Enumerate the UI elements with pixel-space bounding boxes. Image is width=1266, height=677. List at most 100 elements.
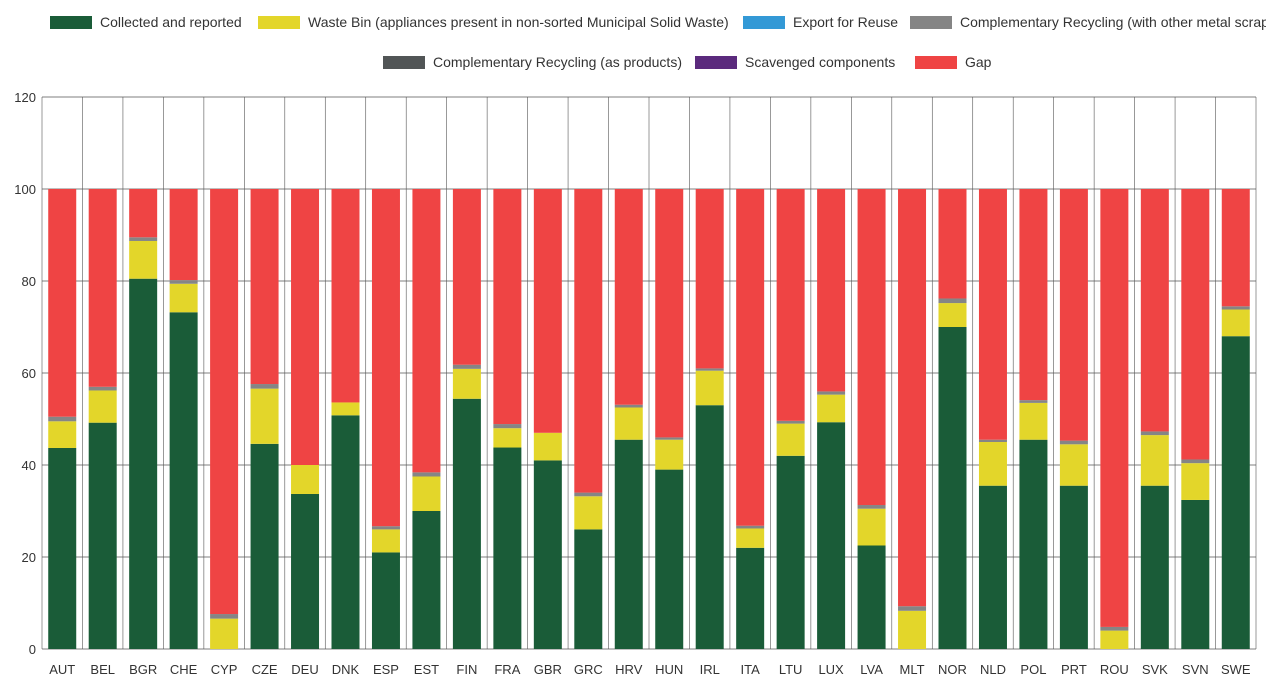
y-tick-label: 0	[29, 642, 36, 657]
bar-segment	[493, 428, 522, 448]
bar-segment	[938, 303, 967, 327]
bar-segment	[574, 189, 603, 493]
legend-label: Export for Reuse	[793, 14, 899, 30]
bar-segment	[1140, 485, 1169, 649]
bar-segment	[129, 240, 158, 279]
bar-segment	[1100, 626, 1129, 631]
legend-item: Complementary Recycling (with other meta…	[910, 14, 1266, 30]
bar-segment	[331, 189, 360, 403]
legend-label: Complementary Recycling (with other meta…	[960, 14, 1266, 30]
x-tick-label: LVA	[860, 662, 883, 677]
x-tick-label: IRL	[700, 662, 720, 677]
bar-segment	[695, 368, 724, 371]
bar-segment	[1100, 630, 1129, 649]
x-tick-label: SVK	[1142, 662, 1168, 677]
bar-segment	[938, 298, 967, 304]
x-tick-label: NOR	[938, 662, 967, 677]
y-tick-label: 100	[14, 182, 36, 197]
y-tick-label: 20	[22, 550, 36, 565]
x-tick-label: ITA	[741, 662, 761, 677]
legend-label: Complementary Recycling (as products)	[433, 54, 682, 70]
x-tick-label: NLD	[980, 662, 1006, 677]
bar-segment	[1140, 431, 1169, 436]
bar-segment	[452, 398, 481, 649]
y-tick-label: 40	[22, 458, 36, 473]
bar-segment	[371, 526, 400, 530]
bar-segment	[614, 189, 643, 405]
bar-segment	[412, 472, 441, 477]
bar-segment	[614, 404, 643, 408]
x-tick-label: CYP	[211, 662, 238, 677]
bar-segment	[1019, 402, 1048, 440]
x-tick-label: FRA	[494, 662, 520, 677]
bar-segment	[250, 388, 279, 444]
bar-segment	[1100, 189, 1129, 627]
bar-segment	[978, 439, 1007, 442]
bar-segment	[1019, 189, 1048, 401]
bar-segment	[1059, 189, 1088, 441]
bar-segment	[736, 547, 765, 649]
bar-segment	[817, 391, 846, 395]
legend-item: Gap	[915, 54, 991, 70]
x-tick-label: GRC	[574, 662, 603, 677]
legend-swatch	[910, 15, 952, 29]
bar-segment	[857, 508, 886, 546]
bar-segment	[614, 439, 643, 649]
bar-segment	[371, 189, 400, 527]
y-tick-label: 120	[14, 90, 36, 105]
legend-label: Scavenged components	[745, 54, 896, 70]
bar-segment	[371, 552, 400, 649]
legend-item: Scavenged components	[695, 54, 895, 70]
bar-segment	[210, 614, 239, 619]
bar-segment	[938, 327, 967, 649]
bar-segment	[169, 312, 198, 649]
bar-segment	[412, 511, 441, 649]
bar-segment	[291, 189, 320, 465]
x-tick-label: HUN	[655, 662, 683, 677]
bar-segment	[857, 545, 886, 649]
bar-segment	[48, 421, 77, 448]
bar-segment	[655, 437, 684, 440]
bar-segment	[817, 394, 846, 423]
bar-segment	[1059, 440, 1088, 445]
bar-segment	[1221, 189, 1250, 307]
bar-segment	[250, 443, 279, 649]
bar-segment	[736, 525, 765, 529]
bar-segment	[412, 476, 441, 511]
x-tick-label: HRV	[615, 662, 643, 677]
legend-swatch	[258, 15, 300, 29]
bar-segment	[776, 420, 805, 424]
x-tick-label: BGR	[129, 662, 157, 677]
legend-swatch	[383, 55, 425, 69]
bar-segment	[250, 189, 279, 385]
x-tick-label: POL	[1020, 662, 1046, 677]
bar-segment	[1181, 459, 1210, 464]
legend-item: Collected and reported	[50, 14, 242, 30]
bar-segment	[857, 189, 886, 506]
x-tick-label: PRT	[1061, 662, 1087, 677]
bar-segment	[655, 469, 684, 649]
legend-swatch	[915, 55, 957, 69]
legend-item: Complementary Recycling (as products)	[383, 54, 682, 70]
bar-segment	[129, 237, 158, 241]
bar-segment	[817, 189, 846, 392]
bar-segment	[88, 422, 117, 649]
bar-segment	[169, 280, 198, 284]
bar-segment	[1221, 306, 1250, 310]
x-tick-label: ROU	[1100, 662, 1129, 677]
bar-segment	[88, 390, 117, 423]
bar-segment	[736, 528, 765, 548]
legend-swatch	[695, 55, 737, 69]
x-tick-label: AUT	[49, 662, 75, 677]
legend-item: Export for Reuse	[743, 14, 898, 30]
bar-segment	[817, 422, 846, 649]
bar-segment	[452, 368, 481, 399]
bar-segment	[210, 189, 239, 615]
bar-segment	[695, 405, 724, 649]
bar-segment	[452, 189, 481, 365]
bar-segment	[129, 189, 158, 238]
bar-segment	[695, 189, 724, 369]
y-tick-label: 80	[22, 274, 36, 289]
bar-segment	[493, 447, 522, 649]
